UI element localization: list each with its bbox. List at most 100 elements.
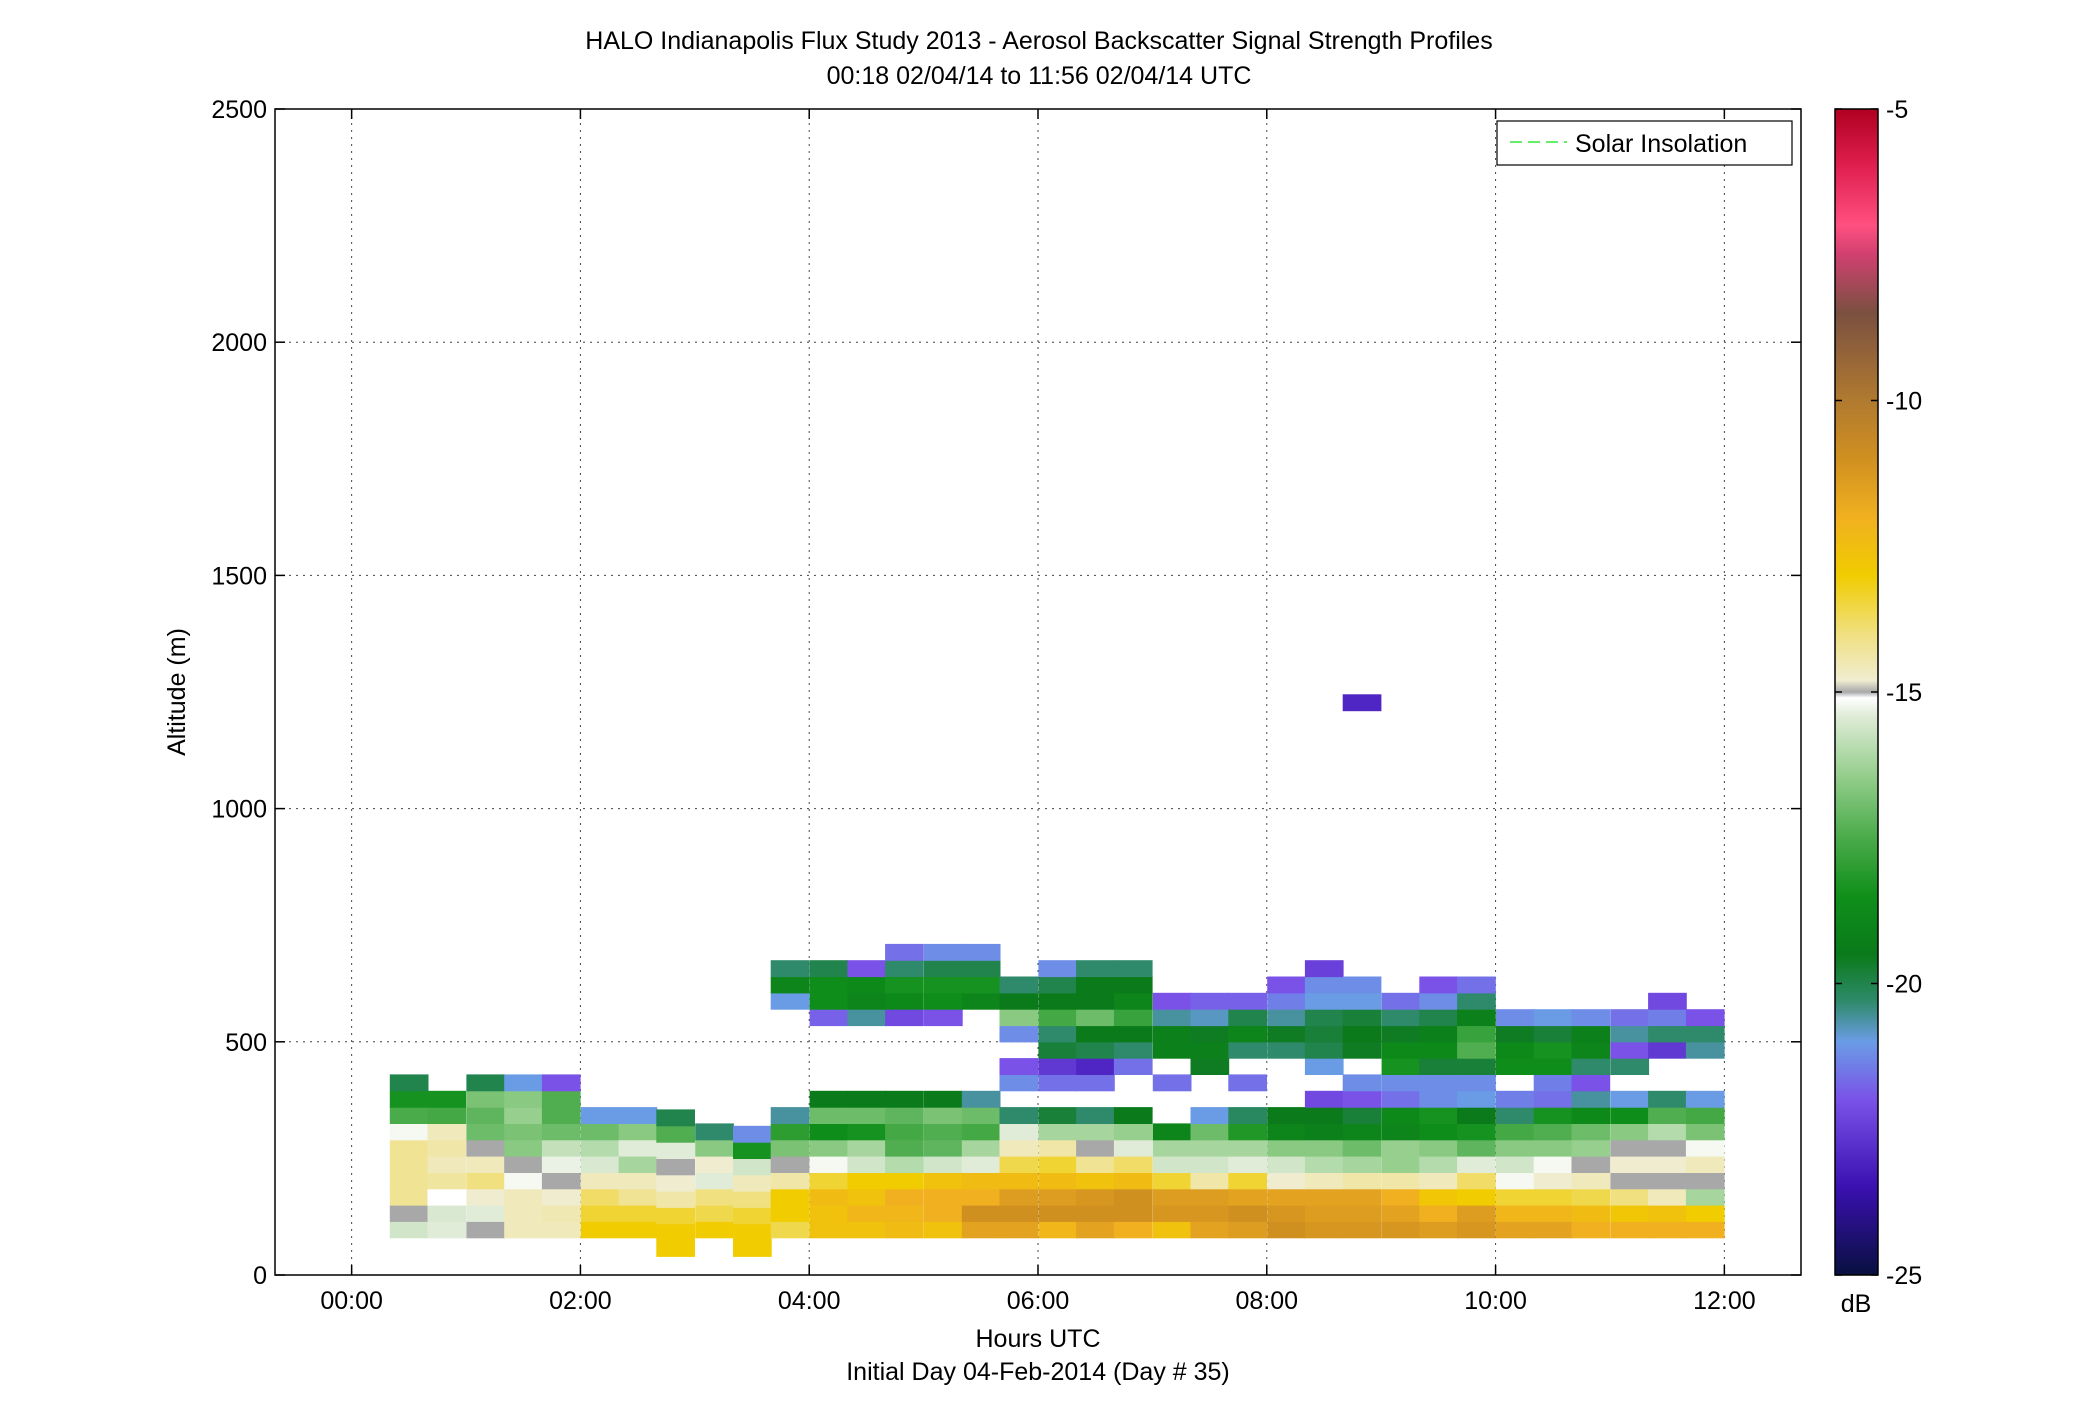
- heatmap-cell: [580, 1156, 620, 1173]
- axis-ticks: 00:00 02:00 04:00 06:00 08:00 10:00 12:00 0 500 1…: [211, 96, 1801, 1315]
- heatmap-cell: [809, 1221, 849, 1239]
- heatmap-cell: [1419, 1188, 1458, 1206]
- heatmap-cell: [580, 1139, 620, 1157]
- heatmap-cell: [999, 1107, 1039, 1124]
- heatmap-cell: [466, 1074, 506, 1092]
- heatmap-cell: [1610, 1205, 1650, 1222]
- heatmap-cell: [656, 1207, 695, 1225]
- heatmap-cell: [1113, 1139, 1153, 1157]
- heatmap-cell: [1648, 1205, 1687, 1222]
- heatmap-cell: [1076, 1156, 1115, 1173]
- heatmap-cell: [1381, 1058, 1421, 1075]
- heatmap-cell: [618, 1221, 658, 1239]
- heatmap-cell: [1496, 1156, 1535, 1173]
- heatmap-cell: [999, 1025, 1039, 1043]
- heatmap-cell: [427, 1188, 467, 1206]
- heatmap-cell: [1496, 1058, 1535, 1075]
- heatmap-cell: [1267, 1172, 1306, 1190]
- heatmap-cell: [770, 1205, 810, 1222]
- heatmap-cell: [1419, 1025, 1458, 1043]
- heatmap-cell: [1571, 1205, 1611, 1222]
- heatmap-cell: [809, 1009, 849, 1027]
- heatmap-cell: [1190, 1139, 1230, 1157]
- heatmap-cell: [1342, 992, 1382, 1010]
- heatmap-cell: [1381, 1188, 1421, 1206]
- heatmap-cell: [1685, 1221, 1725, 1239]
- heatmap-cell: [1342, 1074, 1382, 1092]
- heatmap-cell: [1076, 1188, 1115, 1206]
- heatmap-cell: [618, 1205, 658, 1222]
- heatmap-cell: [1076, 1172, 1115, 1190]
- heatmap-cell: [1457, 1139, 1496, 1157]
- heatmap-cell: [1571, 1172, 1611, 1190]
- heatmap-cell: [1038, 992, 1078, 1010]
- heatmap-cell: [770, 1156, 810, 1173]
- heatmap-cell: [389, 1188, 429, 1206]
- heatmap-cell: [1457, 1205, 1496, 1222]
- heatmap-cell: [580, 1205, 620, 1222]
- heatmap-cell: [427, 1123, 467, 1141]
- heatmap-cell: [1228, 992, 1267, 1010]
- heatmap-cell: [847, 1172, 887, 1190]
- heatmap-cell: [1304, 1139, 1344, 1157]
- heatmap-cell: [466, 1172, 506, 1190]
- heatmap-cell: [1610, 1041, 1650, 1059]
- heatmap-cell: [924, 1139, 963, 1157]
- heatmap-cell: [1533, 1058, 1573, 1075]
- heatmap-cell: [1228, 1107, 1267, 1124]
- heatmap-cell: [656, 1240, 695, 1257]
- heatmap-cell: [389, 1221, 429, 1239]
- heatmap-cell: [1342, 1156, 1382, 1173]
- heatmap-cell: [770, 1221, 810, 1239]
- heatmap-cell: [924, 1107, 963, 1124]
- heatmap-cell: [1342, 1205, 1382, 1222]
- heatmap-cell: [1342, 1188, 1382, 1206]
- colorbar-tick-label: -10: [1886, 388, 1922, 416]
- heatmap-cell: [1648, 1107, 1687, 1124]
- heatmap-cell: [580, 1188, 620, 1206]
- heatmap-cell: [1113, 1172, 1153, 1190]
- heatmap-cell: [1304, 1090, 1344, 1108]
- heatmap-cell: [1304, 1009, 1344, 1027]
- heatmap-cell: [1571, 1107, 1611, 1124]
- heatmap-cell: [1342, 1172, 1382, 1190]
- heatmap-cell: [1228, 1205, 1267, 1222]
- heatmap-cell: [924, 960, 963, 978]
- heatmap-cell: [618, 1156, 658, 1173]
- heatmap-cell: [1267, 1123, 1306, 1141]
- heatmap-cell: [1190, 1058, 1230, 1075]
- heatmap-cell: [1152, 1139, 1192, 1157]
- y-tick-label: 1500: [211, 562, 267, 590]
- heatmap-cell: [1113, 1041, 1153, 1059]
- heatmap-cell: [1457, 1221, 1496, 1239]
- heatmap-cell: [1610, 1025, 1650, 1043]
- heatmap-cell: [733, 1191, 772, 1208]
- heatmap-cell: [1648, 1041, 1687, 1059]
- x-tick-label: 10:00: [1464, 1287, 1527, 1315]
- heatmap-cell: [1038, 1123, 1078, 1141]
- heatmap-cell: [1228, 1221, 1267, 1239]
- legend-label-solar: Solar Insolation: [1575, 130, 1747, 158]
- y-tick-label: 2500: [211, 96, 267, 124]
- heatmap-cell: [1113, 976, 1153, 994]
- heatmap-cell: [1533, 1107, 1573, 1124]
- heatmap-cell: [389, 1139, 429, 1157]
- heatmap-cell: [1457, 1009, 1496, 1027]
- heatmap-cell: [1685, 1205, 1725, 1222]
- heatmap-cell: [1190, 1107, 1230, 1124]
- heatmap-cell: [1571, 1025, 1611, 1043]
- heatmap-cell: [1304, 1107, 1344, 1124]
- heatmap-cell: [1685, 1156, 1725, 1173]
- heatmap-cell: [1304, 976, 1344, 994]
- heatmap-cell: [1076, 1205, 1115, 1222]
- heatmap-cell: [580, 1172, 620, 1190]
- heatmap-cell: [1038, 1221, 1078, 1239]
- heatmap-cell: [1457, 1172, 1496, 1190]
- heatmap-cell: [847, 1139, 887, 1157]
- heatmap-cell: [1113, 1025, 1153, 1043]
- heatmap-cell: [580, 1107, 620, 1124]
- heatmap-cell: [1267, 1107, 1306, 1124]
- heatmap-cell: [999, 1188, 1039, 1206]
- heatmap-cell: [389, 1156, 429, 1173]
- heatmap-cell: [885, 1107, 924, 1124]
